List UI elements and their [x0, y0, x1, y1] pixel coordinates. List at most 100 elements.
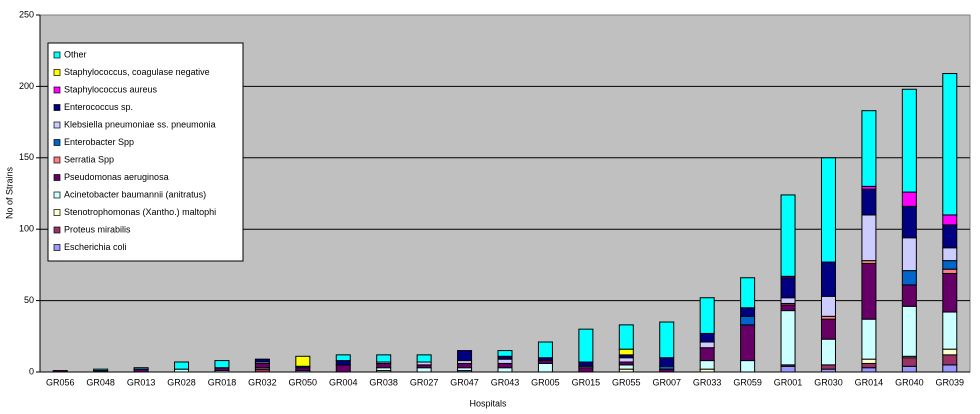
- bar-segment: [861, 318, 877, 360]
- bar-segment: [780, 277, 796, 299]
- bar-segment: [578, 361, 594, 367]
- x-tick-label: GR047: [450, 377, 479, 387]
- bar-segment: [497, 367, 513, 373]
- legend-swatch: [53, 226, 61, 234]
- bar-segment: [93, 368, 109, 372]
- x-tick-label: GR018: [208, 377, 237, 387]
- x-axis-label: Hospitals: [469, 398, 507, 408]
- bar-segment: [820, 261, 836, 297]
- bar-segment: [740, 307, 756, 317]
- bar-segment: [942, 224, 958, 249]
- legend-swatch: [53, 244, 61, 251]
- x-tick-label: GR038: [369, 377, 398, 387]
- bar-segment: [618, 324, 634, 350]
- x-tick-label: GR001: [774, 377, 803, 387]
- bar-segment: [174, 361, 190, 370]
- legend-swatch: [53, 104, 61, 111]
- bar-segment: [52, 370, 68, 373]
- legend-swatch: [53, 174, 61, 181]
- bar-segment: [457, 350, 473, 362]
- bar-segment: [861, 262, 877, 320]
- bar-segment: [740, 324, 756, 362]
- bar-segment: [740, 315, 756, 326]
- bar-segment: [942, 214, 958, 226]
- bar-segment: [780, 310, 796, 366]
- bar-segment: [416, 367, 432, 373]
- bar-segment: [901, 88, 917, 193]
- legend-label: Klebsiella pneumoniae ss. pneumonia: [64, 119, 216, 129]
- x-tick-label: GR056: [46, 377, 75, 387]
- x-tick-label: GR030: [814, 377, 843, 387]
- bar-segment: [254, 358, 270, 363]
- bar-segment: [942, 73, 958, 216]
- y-tick-label: 0: [29, 366, 34, 376]
- x-tick-label: GR004: [329, 377, 358, 387]
- bar-segment: [820, 318, 836, 340]
- x-tick-label: GR028: [167, 377, 196, 387]
- bar-segment: [578, 328, 594, 363]
- x-tick-label: GR015: [572, 377, 601, 387]
- bar-segment: [699, 360, 715, 370]
- x-tick-label: GR005: [531, 377, 560, 387]
- bar-segment: [457, 362, 473, 369]
- x-tick-label: GR014: [855, 377, 884, 387]
- y-tick-label: 200: [19, 81, 34, 91]
- bar-segment: [861, 214, 877, 262]
- legend-swatch: [53, 209, 61, 216]
- bar-segment: [780, 194, 796, 277]
- bar-segment: [699, 341, 715, 349]
- x-tick-label: GR048: [86, 377, 115, 387]
- bar-segment: [659, 357, 675, 367]
- bar-segment: [942, 311, 958, 350]
- legend-label: Proteus mirabilis: [64, 224, 131, 234]
- legend-swatch: [53, 69, 61, 76]
- bar-segment: [861, 110, 877, 187]
- bar-segment: [618, 348, 634, 356]
- legend-swatch: [53, 51, 61, 59]
- x-tick-label: GR032: [248, 377, 277, 387]
- bar-segment: [335, 354, 351, 362]
- bar-segment: [214, 360, 230, 369]
- bar-segment: [942, 348, 958, 356]
- bar-segment: [820, 157, 836, 263]
- legend-swatch: [53, 121, 61, 129]
- legend-label: Acinetobacter baumannii (anitratus): [64, 189, 206, 199]
- bar-segment: [699, 347, 715, 362]
- bar-segment: [901, 237, 917, 272]
- bar-segment: [901, 365, 917, 373]
- y-tick-label: 100: [19, 224, 34, 234]
- bar-segment: [618, 357, 634, 363]
- bar-segment: [376, 354, 392, 363]
- bar-segment: [376, 362, 392, 369]
- bar-segment: [699, 297, 715, 334]
- x-tick-label: GR013: [127, 377, 156, 387]
- bar-segment: [820, 338, 836, 366]
- bar-segment: [942, 354, 958, 366]
- bar-segment: [133, 367, 149, 370]
- bar-segment: [901, 270, 917, 286]
- y-tick-label: 50: [24, 295, 34, 305]
- bar-segment: [942, 268, 958, 274]
- bar-segment: [901, 305, 917, 357]
- bar-segment: [497, 362, 513, 369]
- legend-swatch: [53, 191, 61, 199]
- bar-segment: [942, 364, 958, 373]
- legend-label: Enterobacter Spp: [64, 137, 134, 147]
- bar-segment: [740, 277, 756, 309]
- x-tick-label: GR007: [652, 377, 681, 387]
- legend-swatch: [53, 139, 61, 146]
- bar-segment: [659, 321, 675, 359]
- legend-label: Escherichia coli: [64, 242, 127, 252]
- bar-segment: [861, 358, 877, 364]
- bar-segment: [780, 297, 796, 304]
- legend-label: Other: [64, 49, 87, 59]
- x-tick-label: GR033: [693, 377, 722, 387]
- x-tick-label: GR055: [612, 377, 641, 387]
- bar-segment: [416, 354, 432, 363]
- bar-segment: [901, 357, 917, 367]
- x-tick-label: GR039: [936, 377, 965, 387]
- y-tick-label: 250: [19, 9, 34, 19]
- x-tick-label: GR050: [289, 377, 318, 387]
- bar-segment: [942, 247, 958, 262]
- legend-label: Serratia Spp: [64, 154, 114, 164]
